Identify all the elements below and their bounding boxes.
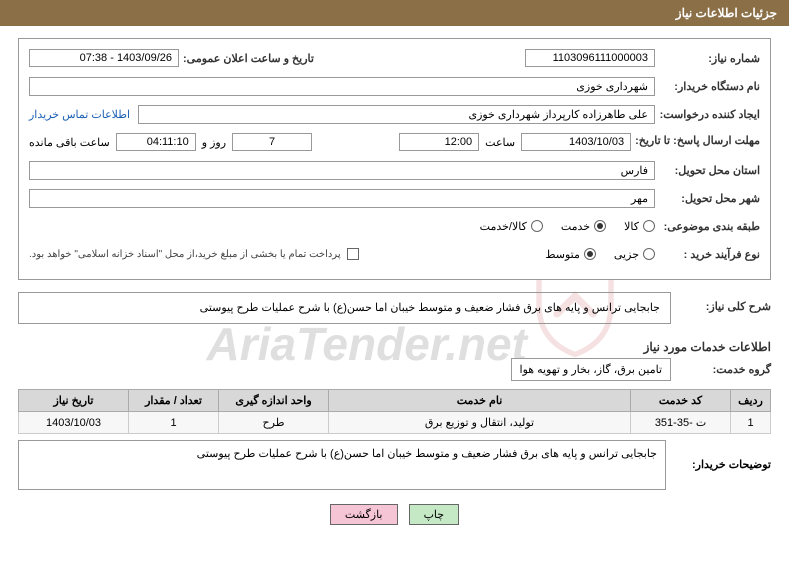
need-number-label: شماره نیاز:	[655, 52, 760, 65]
province-label: استان محل تحویل:	[655, 164, 760, 177]
requester-field: علی طاهرزاده کارپرداز شهرداری خوزی	[138, 105, 655, 124]
th-name: نام خدمت	[329, 390, 631, 412]
page-header: جزئیات اطلاعات نیاز	[0, 0, 789, 26]
purchase-type-radio-group: جزیی متوسط	[545, 248, 655, 261]
page-title: جزئیات اطلاعات نیاز	[676, 6, 777, 20]
cat-opt2-label: خدمت	[561, 220, 590, 233]
city-field: مهر	[29, 189, 655, 208]
radio-icon	[584, 248, 596, 260]
th-qty: تعداد / مقدار	[129, 390, 219, 412]
days-label: روز و	[202, 136, 226, 149]
time-label: ساعت	[485, 136, 515, 149]
print-button[interactable]: چاپ	[409, 504, 460, 525]
cell-code: ت -35-351	[631, 412, 731, 434]
announce-date-field: 1403/09/26 - 07:38	[29, 49, 179, 67]
buyer-desc-box: جابجایی ترانس و پایه های برق فشار ضعیف و…	[18, 440, 666, 490]
radio-icon	[643, 248, 655, 260]
cat-radio-khedmat[interactable]: خدمت	[561, 220, 606, 233]
pt-radio-minor[interactable]: جزیی	[614, 248, 655, 261]
cat-radio-both[interactable]: کالا/خدمت	[480, 220, 543, 233]
radio-icon	[594, 220, 606, 232]
deadline-time-field: 12:00	[399, 133, 479, 151]
cell-date: 1403/10/03	[19, 412, 129, 434]
payment-note: پرداخت تمام یا بخشی از مبلغ خرید،از محل …	[29, 249, 341, 260]
contact-link[interactable]: اطلاعات تماس خریدار	[29, 108, 130, 121]
main-form: شماره نیاز: 1103096111000003 تاریخ و ساع…	[18, 38, 771, 280]
cell-unit: طرح	[219, 412, 329, 434]
buyer-org-field: شهرداری خوزی	[29, 77, 655, 96]
buyer-org-label: نام دستگاه خریدار:	[655, 80, 760, 93]
buyer-desc-text: جابجایی ترانس و پایه های برق فشار ضعیف و…	[197, 448, 657, 460]
announce-date-label: تاریخ و ساعت اعلان عمومی:	[179, 52, 314, 65]
th-code: کد خدمت	[631, 390, 731, 412]
remaining-label: ساعت باقی مانده	[29, 136, 110, 149]
th-row: ردیف	[731, 390, 771, 412]
pt-opt1-label: جزیی	[614, 248, 639, 261]
overall-desc-text: جابجایی ترانس و پایه های برق فشار ضعیف و…	[200, 302, 660, 314]
deadline-label: مهلت ارسال پاسخ: تا تاریخ:	[631, 135, 760, 148]
th-date: تاریخ نیاز	[19, 390, 129, 412]
table-row: 1 ت -35-351 تولید، انتقال و توزیع برق طر…	[19, 412, 771, 434]
service-group-label: گروه خدمت:	[671, 363, 771, 376]
services-table: ردیف کد خدمت نام خدمت واحد اندازه گیری ت…	[18, 389, 771, 434]
radio-icon	[531, 220, 543, 232]
cell-qty: 1	[129, 412, 219, 434]
radio-icon	[643, 220, 655, 232]
overall-desc-label: شرح کلی نیاز:	[671, 288, 771, 313]
back-button[interactable]: بازگشت	[330, 504, 398, 525]
deadline-date-field: 1403/10/03	[521, 133, 631, 151]
th-unit: واحد اندازه گیری	[219, 390, 329, 412]
payment-checkbox[interactable]	[347, 248, 359, 260]
services-info-label: اطلاعات خدمات مورد نیاز	[0, 340, 771, 354]
service-group-field: تامین برق، گاز، بخار و تهویه هوا	[511, 358, 671, 381]
category-radio-group: کالا خدمت کالا/خدمت	[480, 220, 655, 233]
overall-desc-box: جابجایی ترانس و پایه های برق فشار ضعیف و…	[18, 292, 671, 324]
cat-opt3-label: کالا/خدمت	[480, 220, 527, 233]
city-label: شهر محل تحویل:	[655, 192, 760, 205]
cat-opt1-label: کالا	[624, 220, 639, 233]
table-header-row: ردیف کد خدمت نام خدمت واحد اندازه گیری ت…	[19, 390, 771, 412]
time-remaining-field: 04:11:10	[116, 133, 196, 151]
purchase-type-label: نوع فرآیند خرید :	[655, 248, 760, 261]
cell-name: تولید، انتقال و توزیع برق	[329, 412, 631, 434]
pt-opt2-label: متوسط	[545, 248, 580, 261]
need-number-field: 1103096111000003	[525, 49, 655, 67]
pt-radio-medium[interactable]: متوسط	[545, 248, 596, 261]
province-field: فارس	[29, 161, 655, 180]
requester-label: ایجاد کننده درخواست:	[655, 108, 760, 121]
category-label: طبقه بندی موضوعی:	[655, 220, 760, 233]
cell-num: 1	[731, 412, 771, 434]
buyer-desc-label: توضیحات خریدار:	[666, 440, 771, 471]
button-row: چاپ بازگشت	[0, 504, 789, 525]
cat-radio-kala[interactable]: کالا	[624, 220, 655, 233]
days-remaining-field: 7	[232, 133, 312, 151]
